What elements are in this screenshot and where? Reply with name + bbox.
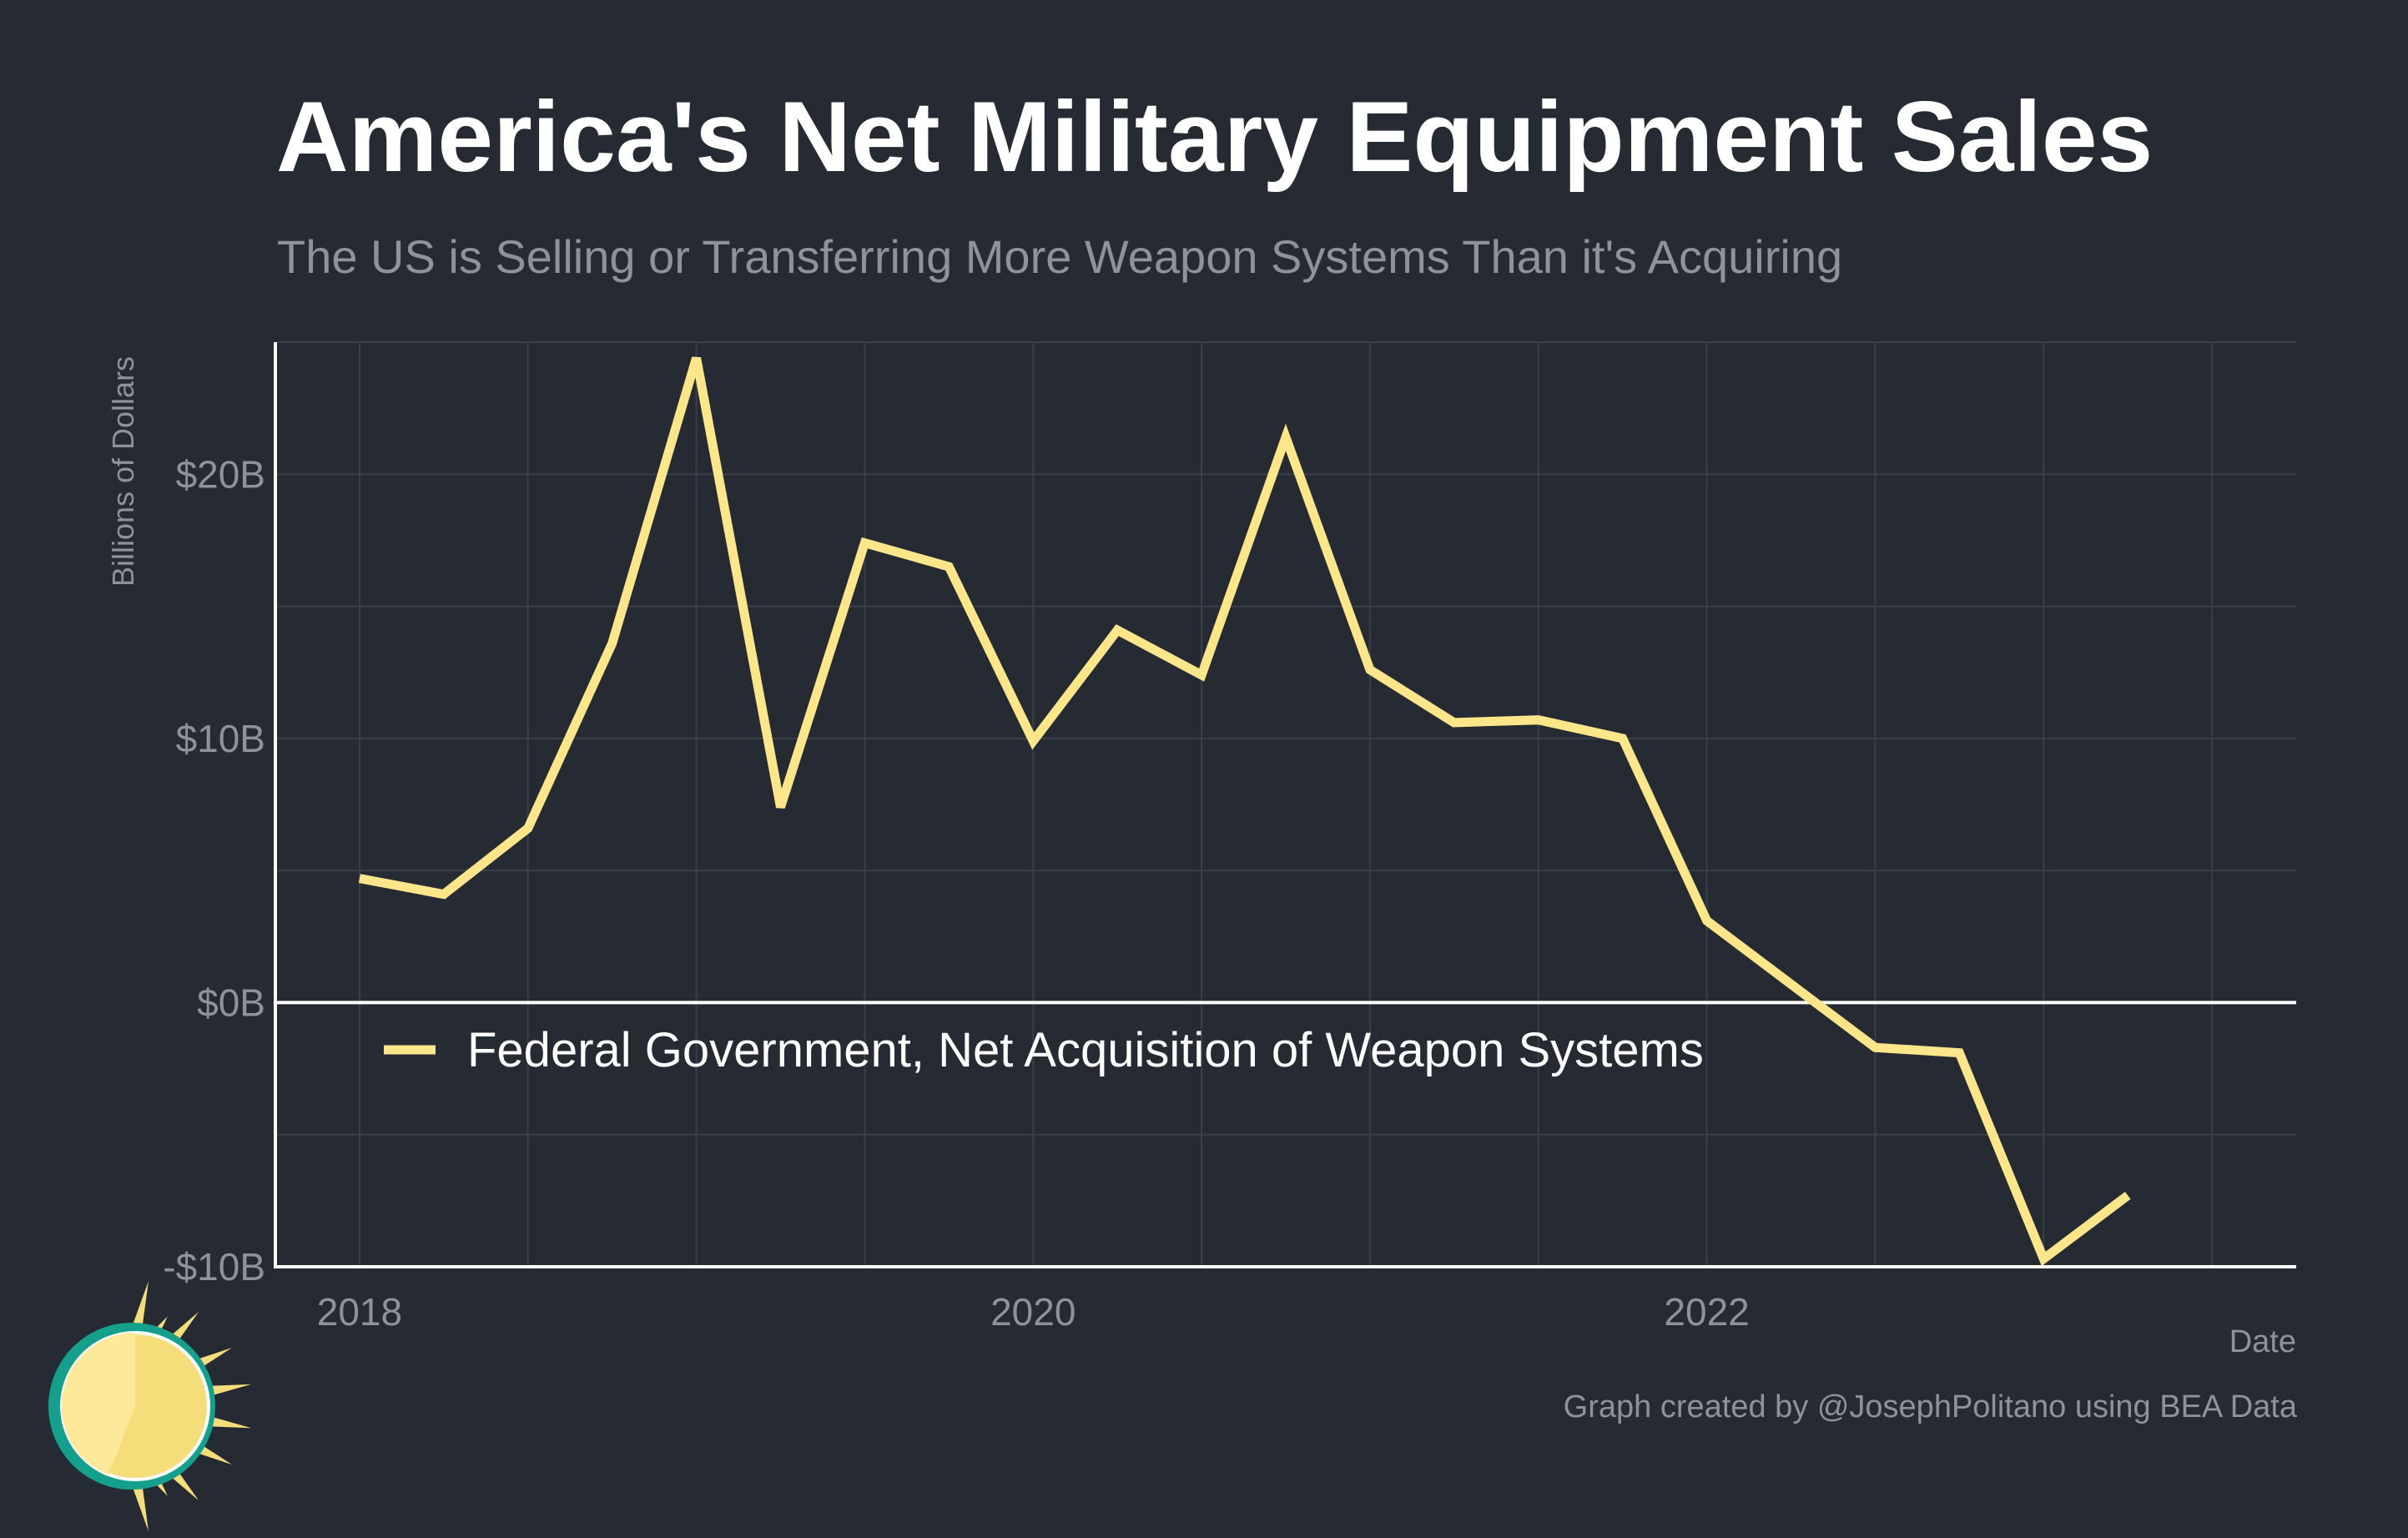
- chart-title: America's Net Military Equipment Sales: [276, 81, 2154, 193]
- y-tick-label: -$10B: [163, 1245, 265, 1288]
- legend: Federal Government, Net Acquisition of W…: [384, 1023, 1704, 1077]
- chart-subtitle: The US is Selling or Transferring More W…: [277, 230, 1843, 283]
- y-tick-label: $20B: [176, 452, 265, 496]
- y-axis-label: Billions of Dollars: [106, 356, 140, 587]
- series-layer: [358, 356, 2131, 1267]
- series-line: [358, 356, 2131, 1267]
- sun-logo-icon: [48, 1281, 252, 1531]
- legend-label: Federal Government, Net Acquisition of W…: [467, 1023, 1704, 1077]
- tick-label-layer: -$10B $0B $10B $20B 2018 2020 2022 Billions of …: [106, 356, 2296, 1359]
- x-tick-label: 2020: [990, 1290, 1076, 1334]
- grid-layer: [275, 341, 2296, 1268]
- axis-layer: [274, 342, 2296, 1268]
- logo-sun-highlight: [61, 1333, 135, 1475]
- x-tick-label: 2018: [317, 1290, 402, 1334]
- x-tick-label: 2022: [1664, 1290, 1749, 1334]
- x-axis-label: Date: [2229, 1324, 2296, 1359]
- y-tick-label: $0B: [197, 981, 265, 1024]
- y-tick-label: $10B: [176, 717, 265, 760]
- source-caption: Graph created by @JosephPolitano using B…: [1563, 1389, 2297, 1425]
